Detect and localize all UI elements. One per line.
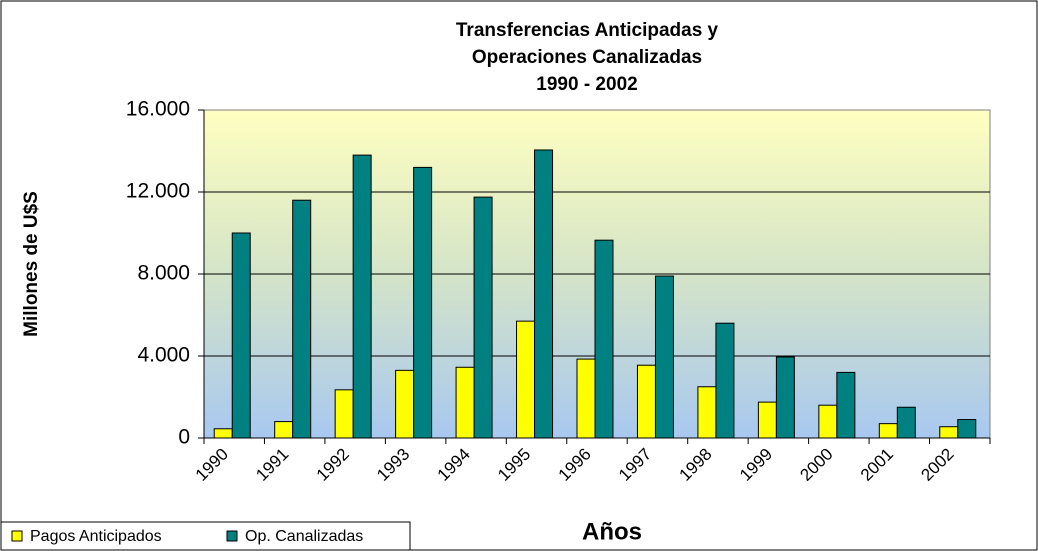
bar	[292, 199, 312, 439]
bar	[395, 369, 415, 439]
legend-label: Op. Canalizadas	[245, 528, 363, 545]
bar	[473, 196, 493, 439]
y-tick-label: 16.000	[126, 98, 190, 121]
bar	[775, 356, 795, 439]
bar	[516, 320, 536, 439]
bar	[594, 239, 614, 439]
bar	[636, 364, 656, 439]
bar	[715, 322, 735, 439]
y-tick-label: 0	[178, 426, 190, 449]
bar	[836, 371, 856, 439]
y-tick-label: 4.000	[137, 344, 190, 367]
bar	[939, 426, 959, 439]
bar	[334, 389, 354, 439]
bar	[818, 404, 838, 439]
bar	[455, 366, 475, 439]
bar	[697, 386, 717, 439]
bar	[534, 149, 554, 439]
chart-title: Operaciones Canalizadas	[472, 47, 702, 68]
chart-title: 1990 - 2002	[536, 74, 637, 95]
y-tick-label: 12.000	[126, 180, 190, 203]
legend-label: Pagos Anticipados	[30, 528, 162, 545]
bar	[413, 166, 433, 439]
bar	[878, 423, 898, 439]
legend	[0, 521, 411, 551]
bar	[576, 358, 596, 439]
bar	[213, 428, 233, 439]
legend-swatch	[226, 530, 238, 542]
legend-swatch	[11, 530, 23, 542]
chart-title: Transferencias Anticipadas y	[456, 20, 719, 41]
bar	[352, 154, 372, 439]
bar	[957, 419, 977, 439]
x-axis-label: Años	[582, 518, 642, 545]
bar	[896, 406, 916, 439]
y-axis-label: Millones de U$S	[21, 191, 42, 337]
y-tick-label: 8.000	[137, 262, 190, 285]
bar	[231, 232, 251, 439]
bar	[654, 275, 674, 439]
bar	[274, 421, 294, 439]
bar	[757, 401, 777, 439]
